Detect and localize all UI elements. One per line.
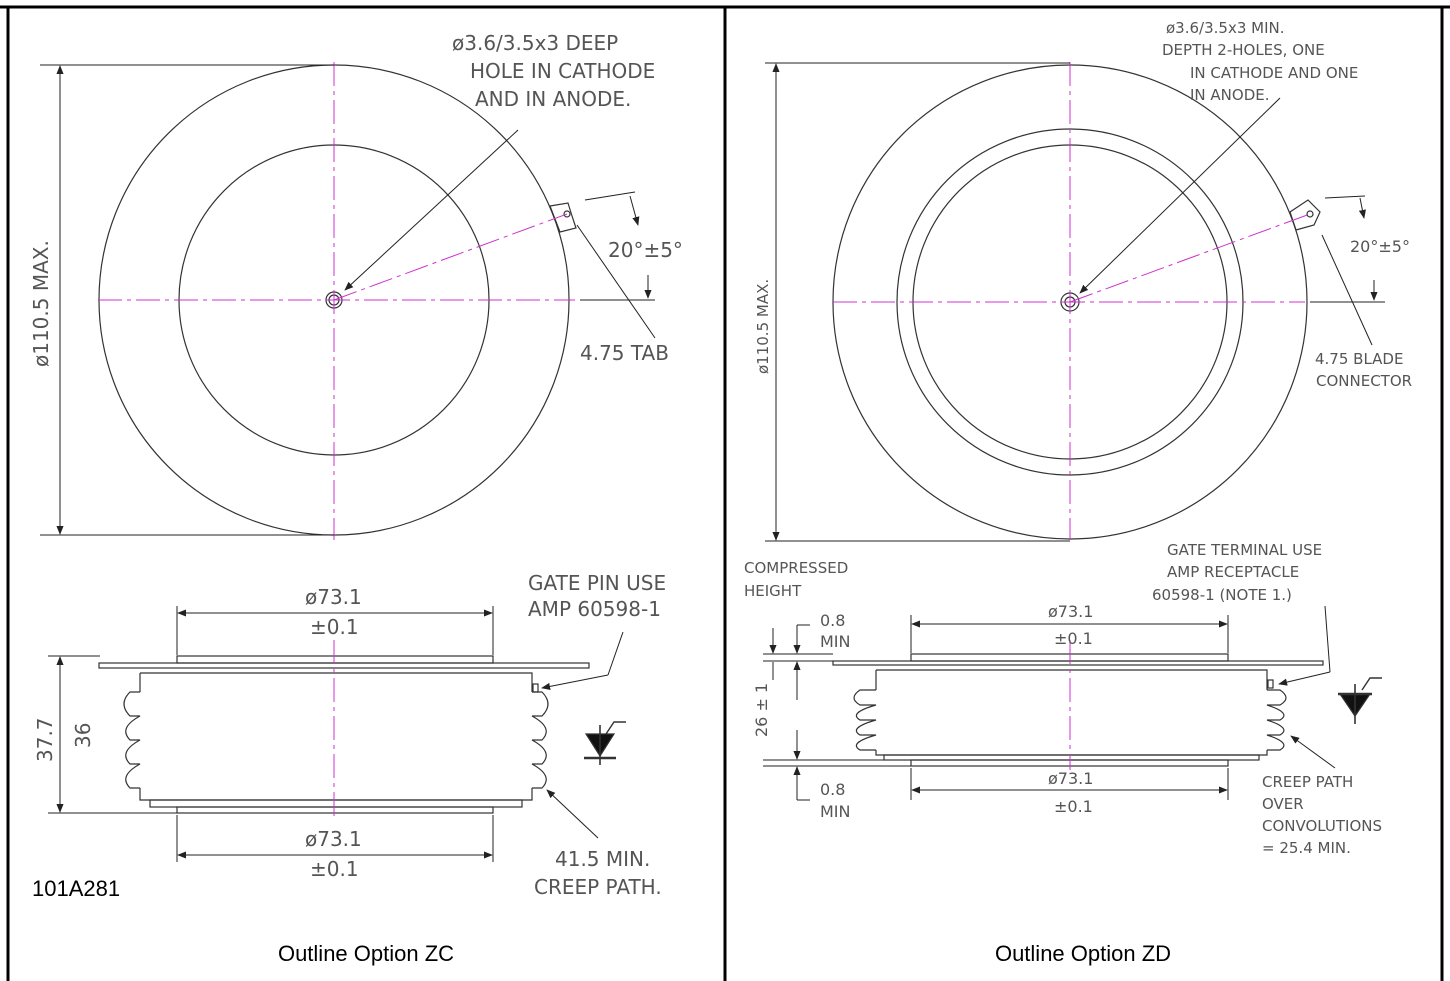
panel-zc: ø3.6/3.5x3 DEEP HOLE IN CATHODE AND IN A… — [29, 31, 683, 966]
zc-hole-note-line-2: HOLE IN CATHODE — [470, 59, 655, 83]
zc-hole-note-line-1: ø3.6/3.5x3 DEEP — [452, 31, 618, 55]
zc-bottom-dia-value: ø73.1 — [305, 827, 362, 851]
zd-height-label: 26 ± 1 — [752, 683, 771, 737]
zd-top-centerlines — [833, 62, 1311, 540]
zd-creep-line-1: CREEP PATH — [1262, 773, 1353, 791]
zc-side-text: GATE PIN USE AMP 60598-1 ø73.1 ±0.1 ø73.… — [32, 571, 666, 966]
zc-top-centerlines — [98, 62, 575, 540]
zc-bottom-dia-tol: ±0.1 — [310, 857, 359, 881]
part-number: 101A281 — [32, 876, 120, 901]
zd-min-bottom-label: MIN — [820, 802, 851, 821]
zd-bottom-dia-value: ø73.1 — [1048, 769, 1093, 788]
zd-top-dimensions — [765, 62, 1385, 542]
zd-bottom-dia-tol: ±0.1 — [1054, 797, 1093, 816]
zd-hole-note-line-1: ø3.6/3.5x3 MIN. — [1166, 19, 1284, 37]
zd-angle-label: 20°±5° — [1350, 237, 1410, 256]
zc-top-dimensions — [40, 64, 656, 536]
panel-zd: ø3.6/3.5x3 MIN. DEPTH 2-HOLES, ONE IN CA… — [744, 19, 1412, 966]
zd-hole-note-line-2: DEPTH 2-HOLES, ONE — [1162, 41, 1325, 59]
zd-hole-note-line-4: IN ANODE. — [1190, 86, 1270, 104]
zc-tab-label: 4.75 TAB — [580, 341, 669, 365]
zd-side-dimensions — [763, 605, 1336, 801]
zd-side-text: COMPRESSED HEIGHT GATE TERMINAL USE AMP … — [744, 541, 1382, 966]
zd-gate-terminal-line-2: AMP RECEPTACLE — [1167, 563, 1299, 581]
sheet-frame — [0, 5, 1450, 981]
zd-creep-line-3: CONVOLUTIONS — [1262, 817, 1382, 835]
zc-diameter-label: ø110.5 MAX. — [29, 240, 53, 367]
zc-hole-note-line-3: AND IN ANODE. — [475, 87, 631, 111]
caption-zd: Outline Option ZD — [995, 941, 1171, 966]
zc-creep-line-1: 41.5 MIN. — [555, 847, 650, 871]
zd-hole-note-line-3: IN CATHODE AND ONE — [1190, 64, 1358, 82]
zc-side-dimensions — [48, 606, 624, 862]
zd-gate-terminal-line-1: GATE TERMINAL USE — [1167, 541, 1322, 559]
zd-creep-line-2: OVER — [1262, 795, 1304, 813]
zd-top-dia-tol: ±0.1 — [1054, 629, 1093, 648]
zd-side-view — [832, 653, 1382, 767]
zc-top-dia-value: ø73.1 — [305, 585, 362, 609]
caption-zc: Outline Option ZC — [278, 941, 454, 966]
zd-top-text: ø3.6/3.5x3 MIN. DEPTH 2-HOLES, ONE IN CA… — [754, 19, 1412, 390]
zc-angle-label: 20°±5° — [608, 238, 683, 262]
zc-gate-pin-line-1: GATE PIN USE — [528, 571, 666, 595]
zd-connector-line-2: CONNECTOR — [1316, 372, 1412, 390]
zd-connector-line-1: 4.75 BLADE — [1315, 350, 1403, 368]
zd-gate-terminal-line-3: 60598-1 (NOTE 1.) — [1152, 586, 1292, 604]
zd-compressed-line-2: HEIGHT — [744, 582, 802, 600]
zc-gate-pin-line-2: AMP 60598-1 — [528, 597, 661, 621]
zc-height-inner: 36 — [71, 723, 95, 748]
zd-min-top-value: 0.8 — [820, 611, 845, 630]
zc-top-text: ø3.6/3.5x3 DEEP HOLE IN CATHODE AND IN A… — [29, 31, 683, 367]
zd-top-dia-value: ø73.1 — [1048, 602, 1093, 621]
zd-min-top-label: MIN — [820, 632, 851, 651]
zd-diameter-label: ø110.5 MAX. — [754, 279, 772, 374]
zc-creep-line-2: CREEP PATH. — [534, 875, 662, 899]
zd-compressed-line-1: COMPRESSED — [744, 559, 848, 577]
zd-min-bottom-value: 0.8 — [820, 780, 845, 799]
zc-top-dia-tol: ±0.1 — [310, 615, 359, 639]
zd-creep-line-4: = 25.4 MIN. — [1262, 839, 1351, 857]
zc-height-outer: 37.7 — [33, 717, 57, 762]
zc-side-view — [98, 655, 626, 814]
